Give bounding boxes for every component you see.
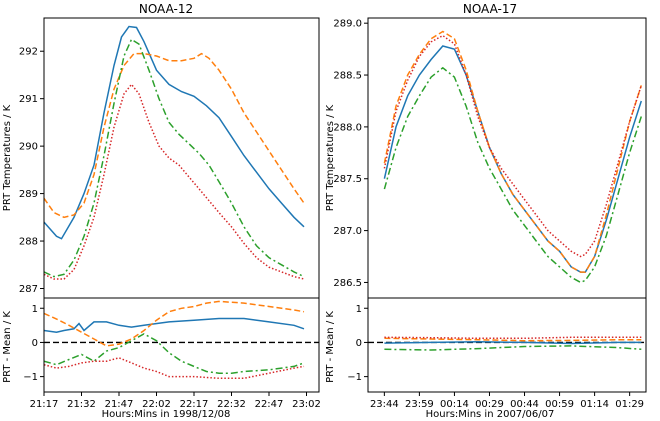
x-tick-label: 21:47: [105, 399, 134, 410]
deviation-line-prt-4: [384, 336, 642, 340]
x-tick-label: 00:59: [545, 399, 574, 410]
x-tick-label: 22:02: [142, 399, 171, 410]
y-tick-label: 290: [19, 142, 38, 153]
y-axis-label-top: PRT Temperatures / K: [325, 104, 336, 211]
x-tick-label: 01:14: [580, 399, 609, 410]
y-axis-label-top: PRT Temperatures / K: [2, 104, 13, 211]
chart-title: NOAA-17: [463, 2, 517, 16]
bottom-panel-frame: [43, 297, 320, 393]
x-tick-label: 23:44: [370, 399, 399, 410]
deviation-line-prt-1: [44, 317, 305, 333]
series-line-prt-3: [383, 66, 643, 284]
x-tick-label: 23:02: [292, 399, 321, 410]
x-tick-label: 22:32: [217, 399, 246, 410]
x-tick-label: 22:47: [255, 399, 284, 410]
series-line-prt-1: [383, 45, 643, 273]
y-tick-label: 291: [19, 94, 38, 105]
deviation-line-prt-3: [384, 345, 642, 351]
series-line-prt-3: [44, 38, 305, 278]
y-tick-label: 1: [32, 304, 38, 315]
chart-noaa-12: NOAA-12 PRT Temperatures / K PRT - Mean …: [2, 2, 321, 420]
x-tick-label: 23:59: [405, 399, 434, 410]
bottom-panel-frame: [367, 297, 647, 393]
y-tick-label: 287.5: [333, 174, 362, 185]
series-line-prt-4: [44, 83, 305, 280]
x-tick-label: 00:44: [510, 399, 539, 410]
y-tick-label: 286.5: [333, 278, 362, 289]
y-tick-label: 1: [356, 304, 362, 315]
y-tick-label: 288.0: [333, 122, 362, 133]
series-line-prt-4: [383, 34, 643, 258]
y-tick-label: 289: [19, 189, 38, 200]
series-line-prt-1: [44, 25, 305, 240]
y-axis-label-bottom: PRT - Mean / K: [2, 311, 13, 383]
y-tick-label: 0: [356, 338, 362, 349]
y-tick-label: 288: [19, 237, 38, 248]
chart-title: NOAA-12: [139, 2, 193, 16]
y-tick-label: 287: [19, 284, 38, 295]
x-tick-label: 00:14: [440, 399, 469, 410]
deviation-line-prt-2: [44, 300, 305, 347]
x-axis-label: Hours:Mins in 1998/12/08: [102, 409, 231, 420]
series-line-prt-2: [383, 30, 643, 273]
x-tick-label: 00:29: [475, 399, 504, 410]
x-tick-label: 21:17: [30, 399, 59, 410]
top-panel-frame: [367, 17, 647, 299]
x-tick-label: 22:17: [180, 399, 209, 410]
y-tick-label: 287.0: [333, 226, 362, 237]
x-tick-label: 21:32: [67, 399, 96, 410]
deviation-line-prt-3: [44, 333, 305, 374]
x-tick-label: 01:29: [615, 399, 644, 410]
y-tick-label: −1: [347, 372, 362, 383]
y-tick-label: 0: [32, 338, 38, 349]
y-tick-label: −1: [23, 372, 38, 383]
y-tick-label: 288.5: [333, 71, 362, 82]
deviation-line-prt-4: [44, 357, 305, 380]
deviation-line-prt-2: [384, 337, 642, 342]
y-tick-label: 292: [19, 47, 38, 58]
y-tick-label: 289.0: [333, 19, 362, 30]
series-line-prt-2: [44, 52, 305, 219]
y-axis-label-bottom: PRT - Mean / K: [325, 311, 336, 383]
x-axis-label: Hours:Mins in 2007/06/07: [426, 409, 555, 420]
chart-noaa-17: NOAA-17 PRT Temperatures / K PRT - Mean …: [325, 2, 647, 420]
deviation-line-prt-1: [384, 341, 642, 345]
